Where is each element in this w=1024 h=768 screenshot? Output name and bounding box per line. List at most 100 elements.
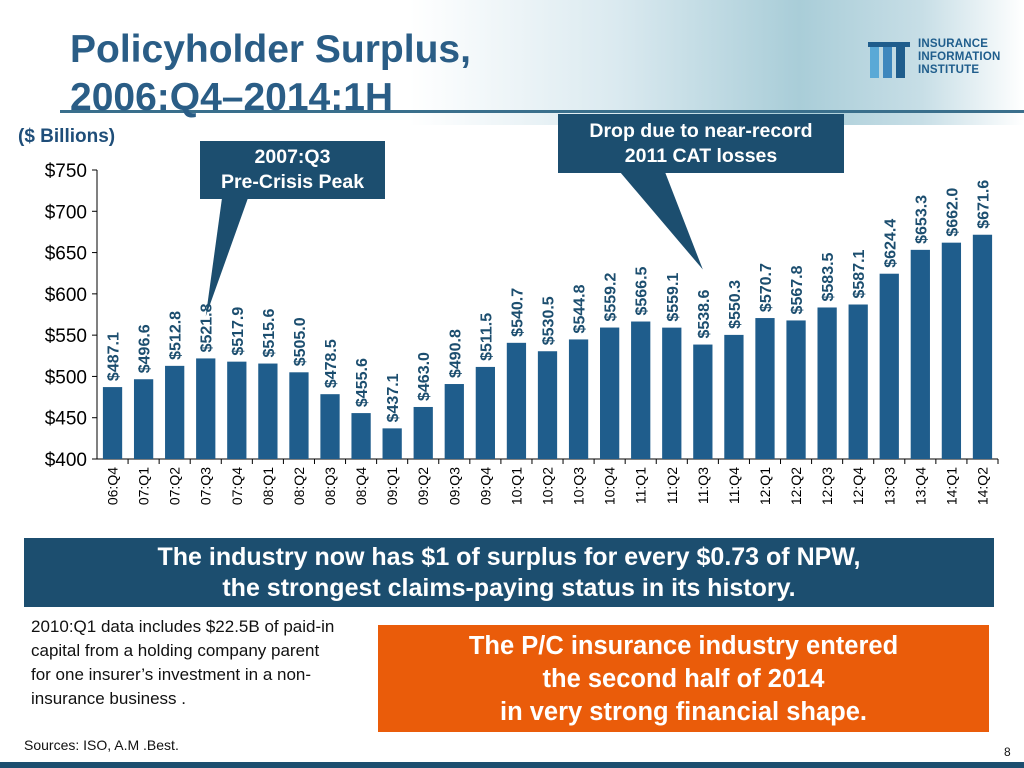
category-label: 11:Q3: [695, 467, 711, 504]
data-label: $583.5: [820, 252, 837, 301]
highlight-line-3: in very strong financial shape.: [499, 698, 868, 726]
category-label: 08:Q2: [291, 467, 307, 505]
category-label: 06:Q4: [105, 467, 121, 505]
data-label: $512.8: [168, 311, 185, 360]
category-label: 08:Q1: [260, 467, 276, 505]
data-label: $559.2: [603, 273, 620, 322]
category-label: 07:Q1: [136, 467, 152, 505]
data-label: $517.9: [230, 307, 247, 356]
data-label: $540.7: [509, 288, 526, 337]
callout-left-line-2: Pre-Crisis Peak: [220, 171, 365, 193]
category-label: 13:Q4: [912, 467, 928, 505]
callout-left-line-1: 2007:Q3: [254, 146, 331, 168]
data-label: $511.5: [478, 313, 495, 361]
bar: [910, 249, 930, 459]
bar: [475, 366, 495, 459]
category-label: 07:Q3: [198, 467, 214, 505]
category-label: 10:Q2: [540, 467, 556, 505]
data-label: $653.3: [913, 195, 930, 244]
category-label: 09:Q2: [415, 467, 431, 505]
y-tick-label: $500: [45, 367, 87, 388]
y-tick-label: $700: [45, 202, 87, 223]
footer-bar: [0, 762, 1024, 768]
logo-text: INSURANCE INFORMATION INSTITUTE: [918, 38, 1000, 77]
header-rule: [60, 110, 1024, 113]
data-label: $566.5: [634, 266, 651, 315]
bar: [506, 342, 527, 459]
bar: [196, 358, 216, 459]
bar: [631, 321, 651, 459]
category-label: 10:Q4: [602, 467, 618, 505]
banner-line-1: The industry now has $1 of surplus for e…: [157, 543, 861, 571]
category-label: 12:Q2: [788, 467, 804, 505]
data-label: $455.6: [354, 358, 371, 407]
highlight-box: The P/C insurance industry entered the s…: [378, 625, 989, 732]
data-label: $570.7: [758, 263, 775, 312]
y-tick-label: $750: [45, 161, 87, 182]
data-label: $437.1: [385, 373, 402, 422]
category-label: 07:Q2: [167, 467, 183, 505]
data-label: $550.3: [727, 280, 744, 329]
data-label: $559.1: [665, 273, 682, 322]
category-label: 10:Q3: [571, 467, 587, 505]
category-label: 08:Q4: [353, 467, 369, 505]
footnote: 2010:Q1 data includes $22.5B of paid-in …: [31, 617, 335, 708]
data-label: $487.1: [106, 332, 123, 381]
banner-line-2: the strongest claims-paying status in it…: [222, 574, 796, 602]
bar: [724, 334, 744, 459]
category-label: 13:Q3: [881, 467, 897, 505]
logo-line-1: INSURANCE: [918, 38, 989, 50]
category-label: 12:Q1: [757, 467, 773, 505]
category-label: 14:Q1: [943, 467, 959, 505]
data-label: $478.5: [323, 339, 340, 388]
logo-line-3: INSTITUTE: [918, 64, 980, 76]
data-label: $662.0: [944, 188, 961, 237]
bar: [879, 273, 899, 459]
bar: [600, 327, 620, 459]
data-label: $624.4: [882, 219, 899, 268]
y-tick-label: $400: [45, 450, 87, 471]
data-label: $530.5: [541, 296, 558, 345]
bar: [693, 344, 713, 459]
category-label: 14:Q2: [974, 467, 990, 505]
y-tick-label: $600: [45, 285, 87, 306]
bar: [972, 234, 993, 459]
summary-banner: The industry now has $1 of surplus for e…: [24, 538, 994, 607]
bar: [289, 372, 309, 459]
bar: [817, 307, 837, 459]
header-band: [0, 0, 1024, 125]
data-label: $567.8: [789, 265, 806, 314]
category-label: 09:Q1: [384, 467, 400, 505]
y-tick-label: $450: [45, 409, 87, 430]
callout-right-line-1: Drop due to near-record: [589, 120, 813, 142]
highlight-line-2: the second half of 2014: [542, 665, 825, 693]
bar: [786, 320, 806, 459]
category-label: 10:Q1: [508, 467, 524, 505]
category-label: 12:Q3: [819, 467, 835, 505]
bar: [258, 363, 278, 459]
callout-left-pointer: [205, 198, 248, 317]
y-tick-label: $550: [45, 326, 87, 347]
unit-label: ($ Billions): [18, 126, 116, 147]
data-label: $463.0: [416, 352, 433, 401]
bar: [382, 428, 402, 459]
bar: [413, 406, 433, 459]
bar: [102, 387, 123, 459]
bar: [320, 394, 340, 459]
category-label: 08:Q3: [322, 467, 338, 505]
category-label: 07:Q4: [229, 467, 245, 505]
bar: [444, 384, 464, 459]
callout-right-line-2: 2011 CAT losses: [624, 145, 778, 167]
bar: [133, 379, 154, 459]
bar: [848, 304, 868, 459]
bar: [537, 351, 558, 459]
bar: [662, 327, 682, 459]
data-label: $496.6: [137, 324, 154, 373]
category-label: 11:Q2: [664, 467, 680, 504]
data-label: $515.6: [261, 309, 278, 358]
data-label: $521.8: [199, 303, 216, 352]
title-line-2: 2006:Q4–2014:1H: [70, 76, 394, 119]
bar: [568, 339, 589, 459]
callout-precrisis-peak: 2007:Q3 Pre-Crisis Peak: [200, 141, 385, 199]
category-label: 11:Q4: [726, 467, 742, 504]
